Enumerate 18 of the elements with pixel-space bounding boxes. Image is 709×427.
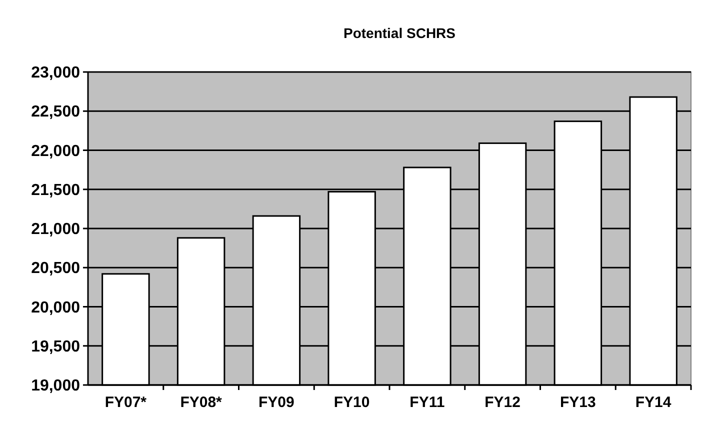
chart-title: Potential SCHRS [343, 25, 456, 41]
x-tick-label: FY08* [180, 394, 222, 411]
x-tick-label: FY14 [635, 394, 672, 411]
x-tick-label: FY07* [104, 394, 147, 411]
y-tick-label: 22,500 [31, 104, 80, 121]
y-tick-label: 21,000 [31, 221, 80, 238]
y-tick-label: 20,000 [31, 299, 80, 316]
x-tick-label: FY10 [334, 394, 370, 411]
y-tick-label: 19,000 [31, 378, 80, 395]
x-tick-label: FY09 [258, 394, 294, 411]
y-tick-label: 23,000 [31, 64, 80, 82]
y-tick-label: 20,500 [31, 260, 80, 278]
y-tick-label: 19,500 [31, 338, 80, 356]
x-tick-label: FY13 [560, 394, 596, 411]
x-tick-label: FY12 [484, 394, 520, 411]
y-tick-label: 21,500 [31, 182, 80, 199]
x-tick-label: FY11 [410, 394, 445, 411]
y-tick-label: 22,000 [31, 142, 80, 160]
